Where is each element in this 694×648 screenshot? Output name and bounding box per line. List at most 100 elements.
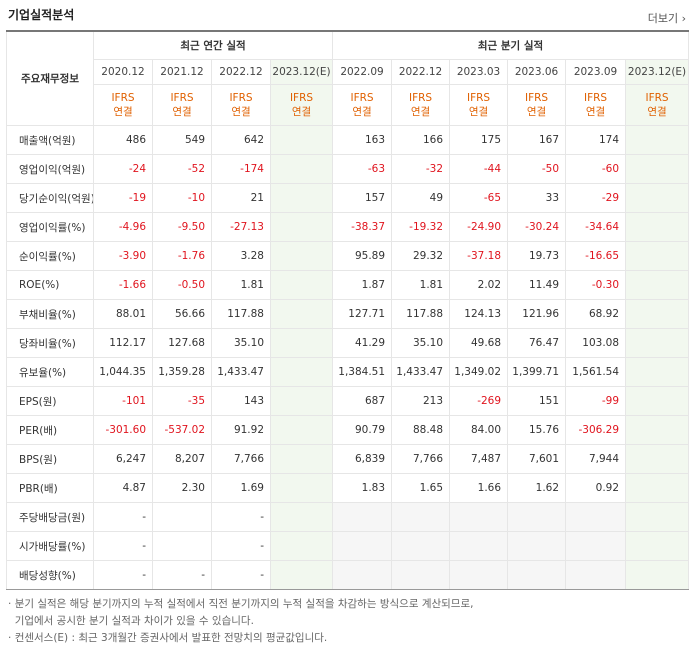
table-row: 순이익률(%) -3.90 -1.76 3.28 95.89 29.32 -37.18 19.…	[6, 241, 690, 271]
basis-header: IFRS 연결	[449, 84, 509, 126]
value-cell: 7,487	[449, 444, 509, 474]
value-cell: 151	[507, 386, 567, 416]
note-text: 컨센서스(E) : 최근 3개월간 증권사에서 발표한 전망치의 평균값입니다.	[14, 632, 328, 644]
value-cell: 19.73	[507, 241, 567, 271]
value-cell: -60	[565, 154, 627, 184]
value-cell: -52	[152, 154, 212, 184]
value-cell: 88.48	[391, 415, 451, 445]
value-cell	[269, 473, 334, 503]
table-row: 당기순이익(억원) -19 -10 21 157 49 -65 33 -29	[6, 183, 690, 213]
value-cell: 95.89	[332, 241, 393, 271]
value-cell	[625, 299, 690, 329]
row-label: ROE(%)	[6, 270, 94, 300]
row-label: PER(배)	[6, 415, 94, 445]
row-label: 영업이익률(%)	[6, 212, 94, 242]
basis-header: IFRS 연결	[565, 84, 627, 126]
table-row: 매출액(억원) 486 549 642 163 166 175 167 174	[6, 125, 690, 155]
value-cell: -24	[93, 154, 153, 184]
row-label: 순이익률(%)	[6, 241, 94, 271]
value-cell: 6,839	[332, 444, 393, 474]
value-cell: 35.10	[211, 328, 271, 358]
basis-header: IFRS 연결	[269, 84, 334, 126]
period-header: 2022.09	[332, 59, 393, 85]
basis: 연결	[291, 106, 312, 118]
standard: IFRS	[170, 92, 194, 104]
value-cell: 7,601	[507, 444, 567, 474]
value-cell: 68.92	[565, 299, 627, 329]
basis-header: IFRS 연결	[152, 84, 212, 126]
annual-header: 최근 연간 실적	[92, 30, 334, 60]
value-cell: 1,359.28	[152, 357, 212, 387]
value-cell	[625, 154, 690, 184]
value-cell: 90.79	[332, 415, 393, 445]
value-cell: -9.50	[152, 212, 212, 242]
value-cell	[625, 531, 690, 561]
value-cell: 486	[93, 125, 153, 155]
row-label: EPS(원)	[6, 386, 94, 416]
value-cell: -	[152, 560, 212, 590]
value-cell: 1,561.54	[565, 357, 627, 387]
quarter-header: 최근 분기 실적	[332, 30, 690, 60]
table-row: 영업이익(억원) -24 -52 -174 -63 -32 -44 -50 -60	[6, 154, 690, 184]
more-link[interactable]: 더보기 ›	[647, 12, 686, 25]
value-cell: 7,766	[211, 444, 271, 474]
value-cell: 0.92	[565, 473, 627, 503]
note-text: 분기 실적은 해당 분기까지의 누적 실적에서 직전 분기까지의 누적 실적을 …	[14, 598, 474, 610]
value-cell: 1.83	[332, 473, 393, 503]
value-cell: 6,247	[93, 444, 153, 474]
table-row: BPS(원) 6,247 8,207 7,766 6,839 7,766 7,487 7,60…	[6, 444, 690, 474]
value-cell: 84.00	[449, 415, 509, 445]
row-label: 주당배당금(원)	[6, 502, 94, 532]
period-header: 2023.12(E)	[625, 59, 690, 85]
value-cell	[449, 560, 509, 590]
value-cell: 175	[449, 125, 509, 155]
note-line: · 컨센서스(E) : 최근 3개월간 증권사에서 발표한 전망치의 평균값입니…	[8, 632, 328, 644]
value-cell	[625, 241, 690, 271]
standard: IFRS	[408, 92, 433, 104]
value-cell: 1,044.35	[93, 357, 153, 387]
value-cell: 127.71	[332, 299, 393, 329]
value-cell: 1,384.51	[332, 357, 393, 387]
basis: 연결	[647, 106, 667, 118]
value-cell: 112.17	[93, 328, 153, 358]
value-cell: -32	[391, 154, 451, 184]
basis: 연결	[231, 106, 251, 118]
value-cell: 1,433.47	[391, 357, 451, 387]
value-cell	[332, 560, 393, 590]
value-cell: -174	[211, 154, 271, 184]
row-label: 유보율(%)	[6, 357, 94, 387]
value-cell	[625, 212, 690, 242]
value-cell: 49	[391, 183, 451, 213]
period-header: 2022.12	[211, 59, 271, 85]
value-cell: -4.96	[93, 212, 153, 242]
basis: 연결	[172, 106, 192, 118]
value-cell: 127.68	[152, 328, 212, 358]
standard: IFRS	[645, 92, 669, 104]
value-cell: 41.29	[332, 328, 393, 358]
more-text[interactable]: 더보기	[647, 12, 679, 25]
value-cell: 21	[211, 183, 271, 213]
value-cell: -101	[93, 386, 153, 416]
value-cell: 642	[211, 125, 271, 155]
value-cell: -44	[449, 154, 509, 184]
value-cell: 1.81	[211, 270, 271, 300]
value-cell: -16.65	[565, 241, 627, 271]
row-label: BPS(원)	[6, 444, 94, 474]
value-cell	[625, 357, 690, 387]
row-label: 배당성향(%)	[6, 560, 94, 590]
value-cell	[269, 444, 334, 474]
value-cell: 163	[332, 125, 393, 155]
value-cell: 49.68	[449, 328, 509, 358]
value-cell	[625, 444, 690, 474]
value-cell: -65	[449, 183, 509, 213]
basis-header: IFRS 연결	[332, 84, 393, 126]
row-label: 영업이익(억원)	[6, 154, 94, 184]
value-cell: 117.88	[391, 299, 451, 329]
period-header: 2023.06	[507, 59, 567, 85]
value-cell	[507, 502, 567, 532]
value-cell: -19	[93, 183, 153, 213]
standard: IFRS	[466, 92, 491, 104]
period-header: 2021.12	[152, 59, 212, 85]
value-cell: 1.69	[211, 473, 271, 503]
